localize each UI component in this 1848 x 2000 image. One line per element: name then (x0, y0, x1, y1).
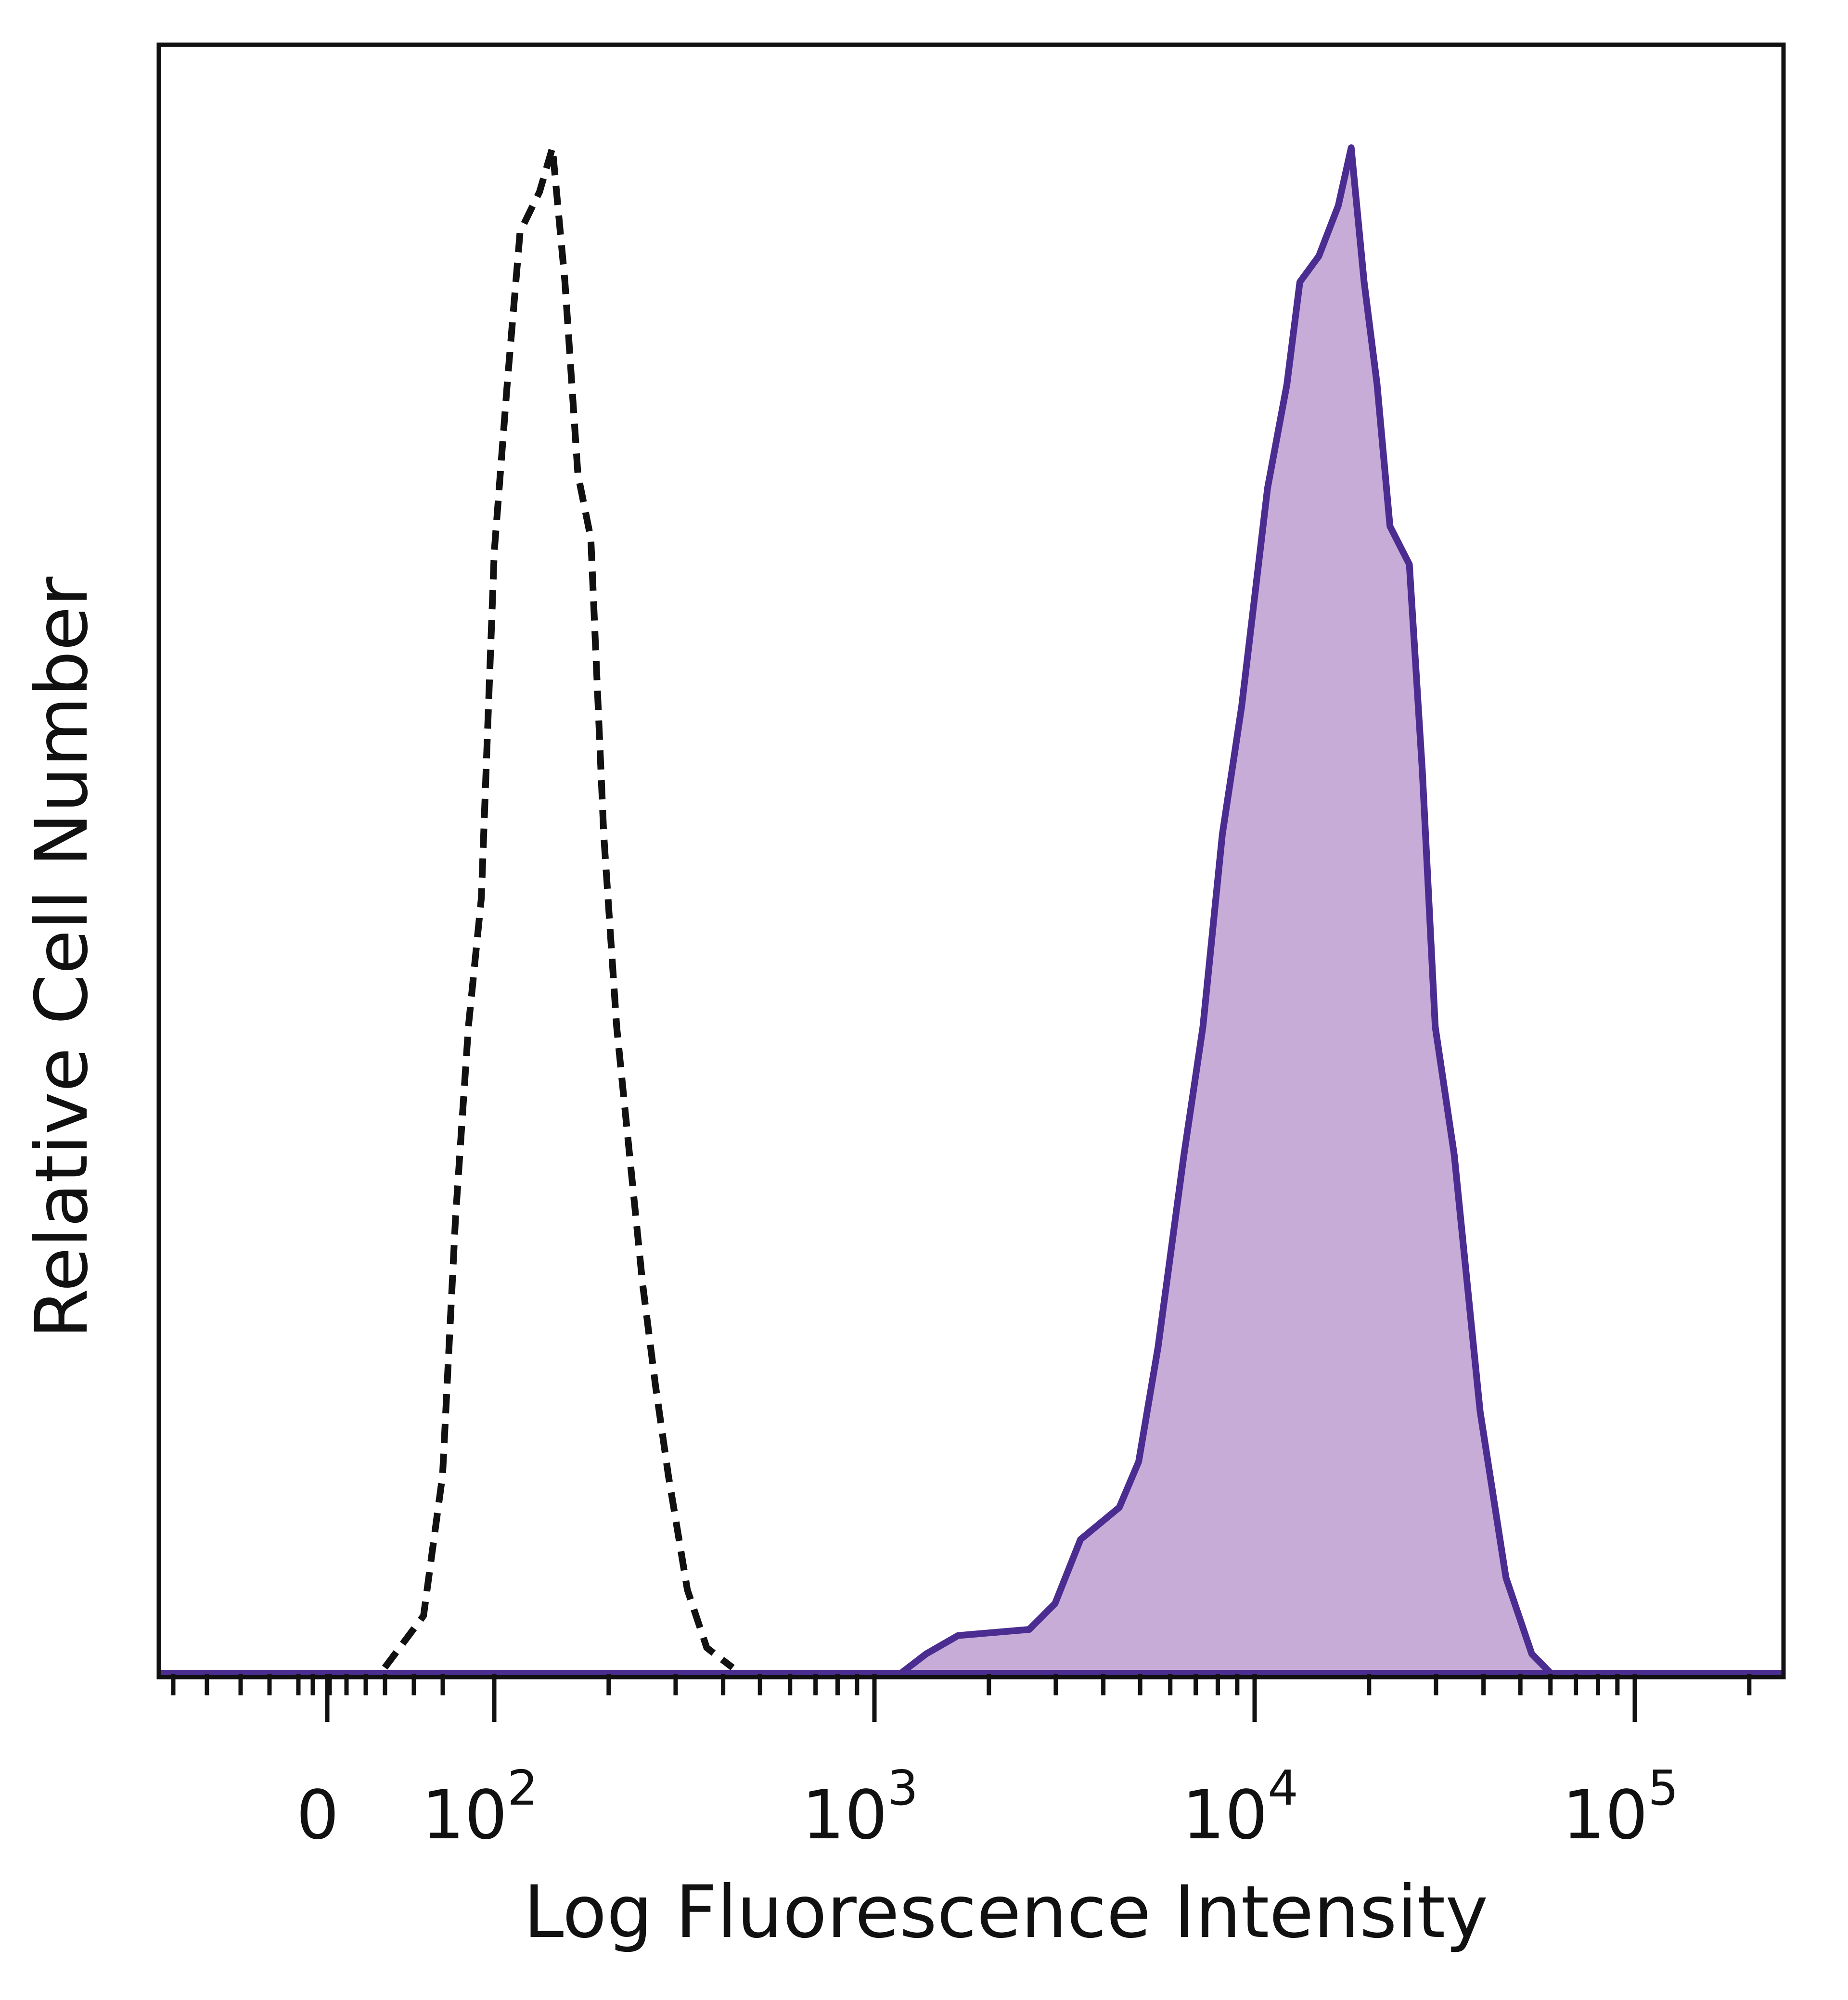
y-axis-label: Relative Cell Number (20, 577, 104, 1339)
x-tick-labels: 0 102 103 104 105 (296, 1760, 1678, 1855)
x-tick-label: 105 (1562, 1760, 1679, 1855)
tick-exponent: 5 (1648, 1760, 1679, 1816)
plot-frame (156, 42, 1786, 1679)
tick-base: 10 (422, 1776, 507, 1855)
series-layer (159, 144, 1784, 1678)
x-tick-label: 102 (422, 1760, 538, 1855)
tick-exponent: 2 (507, 1760, 538, 1816)
tick-base: 10 (802, 1776, 887, 1855)
x-ticks (171, 1674, 1752, 1722)
tick-exponent: 4 (1268, 1760, 1298, 1816)
x-tick-label: 0 (296, 1776, 339, 1855)
tick-base: 0 (296, 1776, 339, 1855)
x-axis-label: Log Fluorescence Intensity (524, 1871, 1488, 1954)
series-fill-stained (900, 148, 1552, 1674)
x-tick-label: 103 (802, 1760, 918, 1855)
x-tick-label: 104 (1182, 1760, 1298, 1855)
tick-exponent: 3 (887, 1760, 918, 1816)
series-line-stained (898, 144, 1554, 1677)
tick-base: 10 (1182, 1776, 1268, 1855)
series-line-isotype-control (382, 144, 735, 1670)
tick-base: 10 (1562, 1776, 1648, 1855)
